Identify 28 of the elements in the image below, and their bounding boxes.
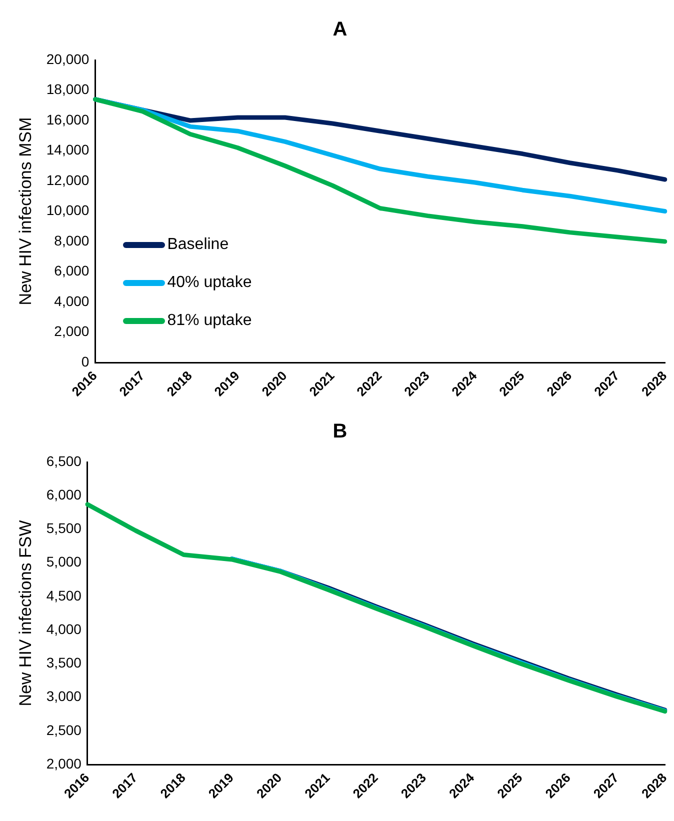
y-tick-label: 4,500	[46, 587, 82, 604]
y-tick-label: 4,000	[54, 292, 90, 309]
y-axis-title: New HIV infections FSW	[16, 520, 35, 706]
y-tick-label: 6,000	[46, 486, 82, 502]
y-tick-label: 4,000	[46, 620, 82, 637]
y-tick-label: 8,000	[54, 232, 90, 248]
chart-title: B	[332, 420, 348, 443]
y-tick-label: 2,500	[46, 722, 82, 738]
y-tick-label: 12,000	[46, 172, 90, 188]
legend-label: Baseline	[167, 236, 229, 254]
y-tick-label: 2,000	[46, 755, 82, 772]
y-tick-label: 16,000	[46, 111, 90, 128]
y-tick-label: 5,500	[46, 520, 82, 536]
y-tick-label: 10,000	[46, 202, 90, 218]
y-tick-label: 18,000	[46, 81, 90, 98]
y-axis-title: New HIV infections MSM	[16, 117, 35, 306]
y-tick-label: 3,500	[46, 654, 82, 671]
legend-label: 81% uptake	[167, 312, 252, 330]
y-tick-label: 3,000	[46, 688, 82, 704]
y-tick-label: 14,000	[46, 142, 90, 158]
legend-label: 40% uptake	[167, 274, 252, 292]
y-tick-label: 6,000	[54, 262, 90, 279]
y-tick-label: 0	[81, 353, 90, 370]
y-tick-label: 20,000	[46, 50, 90, 67]
chart-title: A	[332, 18, 348, 41]
y-tick-label: 5,000	[46, 554, 82, 570]
y-tick-label: 6,500	[46, 452, 82, 469]
y-tick-label: 2,000	[54, 323, 90, 340]
